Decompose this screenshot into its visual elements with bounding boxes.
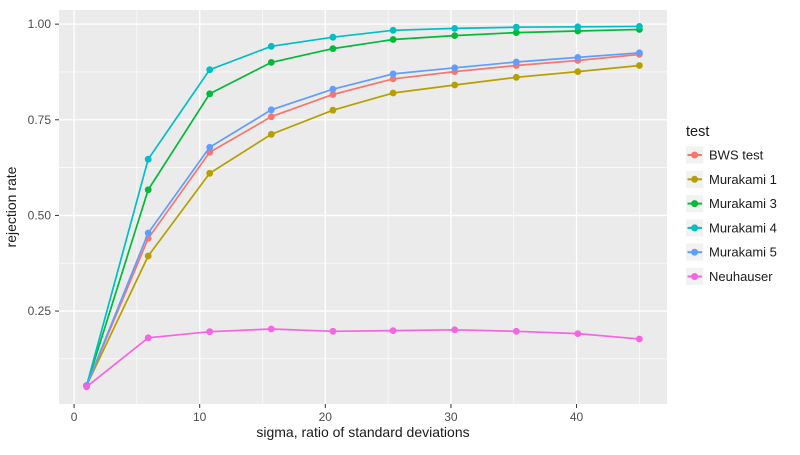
y-tick-label: 0.50 [28, 208, 52, 222]
data-point [329, 106, 337, 114]
y-tick-label: 0.25 [28, 304, 52, 318]
data-point [206, 66, 214, 74]
data-point [512, 73, 520, 81]
x-tick-label: 0 [71, 410, 78, 424]
series-line [85, 64, 640, 386]
legend-label: Murakami 3 [709, 196, 777, 211]
data-point [389, 36, 397, 43]
legend-entry: Murakami 3 [686, 194, 777, 213]
legend-key-point [691, 273, 699, 280]
legend-label: Murakami 1 [709, 172, 777, 187]
series-neuhauser [83, 325, 643, 391]
data-point [83, 383, 90, 391]
data-point [512, 23, 520, 31]
data-point [451, 81, 459, 89]
data-point [389, 75, 397, 83]
x-tick-label: 40 [570, 410, 584, 424]
legend-key-point [691, 151, 699, 159]
data-point [206, 90, 214, 98]
data-point [636, 49, 643, 57]
x-tick-label: 20 [319, 410, 333, 424]
legend-label: BWS test [709, 148, 764, 163]
data-point [574, 54, 582, 61]
series-line [85, 51, 640, 386]
data-point [329, 91, 337, 98]
y-tick-label: 1.00 [28, 17, 52, 31]
data-point [451, 64, 459, 72]
data-point [267, 42, 275, 50]
legend-label: Murakami 5 [709, 245, 777, 260]
series-murakami-4 [83, 23, 643, 389]
data-point [636, 335, 643, 343]
x-axis-title: sigma, ratio of standard deviations [256, 424, 469, 440]
data-point [574, 330, 582, 337]
data-point [389, 70, 397, 78]
data-point [329, 327, 337, 335]
data-point [206, 169, 214, 177]
data-point [574, 23, 582, 31]
data-point [329, 85, 337, 93]
axis-ticks [55, 23, 578, 408]
data-point [512, 29, 520, 36]
data-point [329, 33, 337, 41]
data-point [451, 32, 459, 39]
legend-entry: Murakami 4 [686, 219, 777, 237]
legend-key-point [691, 224, 699, 232]
data-point [267, 325, 275, 333]
data-point [389, 327, 397, 334]
data-point [512, 58, 520, 66]
data-point [144, 155, 152, 163]
legend-key-point [691, 175, 699, 183]
data-point [512, 327, 520, 335]
data-point [267, 113, 275, 121]
data-point [144, 334, 152, 342]
series-line [85, 25, 640, 386]
legend-entry: BWS test [686, 146, 764, 164]
data-point [574, 68, 582, 75]
series-line [85, 53, 640, 386]
legend-label: Neuhauser [709, 269, 773, 284]
data-point [267, 130, 275, 138]
series-layer [83, 23, 643, 391]
data-point [636, 23, 643, 30]
y-axis-title: rejection rate [3, 166, 19, 247]
data-point [144, 229, 152, 237]
legend-label: Murakami 4 [709, 220, 777, 235]
data-point [451, 326, 459, 334]
series-line [85, 28, 640, 386]
data-point [206, 328, 214, 336]
legend-entry: Murakami 5 [686, 243, 777, 261]
legend-entry: Neuhauser [686, 267, 773, 286]
legend-key-point [691, 248, 699, 256]
data-point [144, 186, 152, 194]
legend-entry: Murakami 1 [686, 170, 777, 188]
legend-key-point [691, 200, 699, 208]
plot-panel [59, 10, 667, 404]
data-point [329, 45, 337, 52]
data-point [206, 143, 214, 151]
data-point [267, 106, 275, 114]
data-point [267, 59, 275, 66]
data-point [636, 62, 643, 69]
x-tick-label: 30 [444, 410, 458, 424]
data-point [451, 25, 459, 32]
y-tick-label: 0.75 [28, 113, 52, 127]
series-murakami-5 [83, 49, 643, 389]
data-point [389, 26, 397, 34]
data-point [144, 252, 152, 260]
legend-title: test [686, 124, 709, 140]
series-line [86, 328, 640, 388]
data-point [389, 89, 397, 97]
x-tick-label: 10 [193, 410, 207, 424]
